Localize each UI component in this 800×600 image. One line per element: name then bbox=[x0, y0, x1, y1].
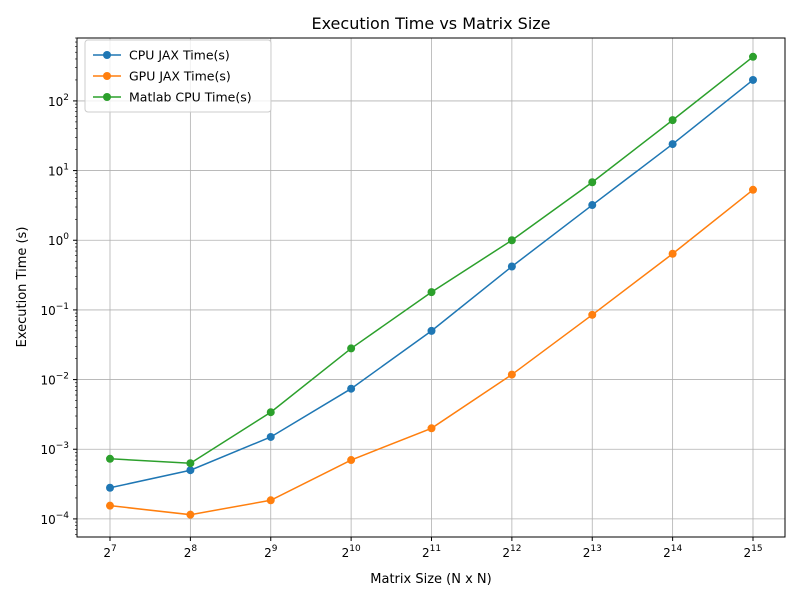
data-point bbox=[507, 236, 516, 245]
y-tick-label: 10−4 bbox=[40, 511, 69, 527]
series-group bbox=[106, 185, 757, 519]
x-axis-label: Matrix Size (N x N) bbox=[370, 572, 491, 587]
legend-label: GPU JAX Time(s) bbox=[129, 69, 231, 84]
data-point bbox=[266, 496, 275, 505]
data-point bbox=[588, 178, 597, 187]
data-point bbox=[347, 456, 356, 465]
y-axis-label: Execution Time (s) bbox=[15, 227, 30, 348]
data-point bbox=[427, 424, 436, 433]
data-point bbox=[106, 501, 114, 510]
data-point bbox=[266, 408, 275, 417]
series-layer bbox=[106, 52, 757, 519]
x-tick-label: 29 bbox=[264, 544, 278, 560]
legend-swatch-marker bbox=[103, 51, 111, 59]
data-point bbox=[427, 288, 436, 297]
legend-label: Matlab CPU Time(s) bbox=[129, 90, 252, 105]
legend-label: CPU JAX Time(s) bbox=[129, 48, 230, 63]
data-point bbox=[106, 483, 114, 492]
legend-box bbox=[84, 39, 272, 113]
series-group bbox=[106, 75, 757, 492]
data-point bbox=[668, 116, 677, 125]
y-tick-label: 102 bbox=[48, 93, 69, 109]
data-point bbox=[588, 201, 597, 210]
x-axis-ticks: 27 28 29 210 211 212 213 214 215 bbox=[103, 537, 763, 560]
data-point bbox=[106, 454, 114, 463]
x-tick-label: 213 bbox=[583, 544, 602, 560]
y-tick-label: 10−2 bbox=[40, 372, 69, 388]
data-point bbox=[186, 459, 195, 468]
data-point bbox=[749, 75, 757, 84]
chart-title: Execution Time vs Matrix Size bbox=[311, 14, 550, 33]
legend-swatch-marker bbox=[103, 93, 111, 101]
x-tick-label: 211 bbox=[422, 544, 441, 560]
y-tick-label: 10−3 bbox=[40, 441, 69, 457]
data-point bbox=[668, 249, 677, 258]
data-point bbox=[668, 140, 677, 149]
data-point bbox=[427, 326, 436, 335]
data-point bbox=[749, 52, 757, 61]
legend-swatch-marker bbox=[103, 72, 111, 80]
data-point bbox=[749, 185, 757, 194]
y-axis-ticks: 10−4 10−3 10−2 10−1 100 101 102 bbox=[40, 37, 77, 535]
data-point bbox=[507, 262, 516, 271]
legend: CPU JAX Time(s) GPU JAX Time(s) Matlab CPU… bbox=[84, 39, 272, 113]
data-point bbox=[266, 432, 275, 441]
x-tick-label: 27 bbox=[103, 544, 116, 560]
data-point bbox=[186, 466, 195, 475]
x-tick-label: 28 bbox=[184, 544, 198, 560]
y-tick-label: 10−1 bbox=[40, 302, 69, 318]
y-tick-label: 101 bbox=[48, 163, 69, 179]
data-point bbox=[507, 370, 516, 379]
data-point bbox=[347, 344, 356, 353]
series-group bbox=[106, 52, 757, 468]
x-tick-label: 214 bbox=[663, 544, 682, 560]
data-point bbox=[347, 384, 356, 393]
data-point bbox=[186, 510, 195, 519]
y-tick-label: 100 bbox=[48, 232, 69, 248]
x-tick-label: 212 bbox=[502, 544, 521, 560]
x-tick-label: 210 bbox=[342, 544, 361, 560]
data-point bbox=[588, 310, 597, 319]
x-tick-label: 215 bbox=[743, 544, 762, 560]
